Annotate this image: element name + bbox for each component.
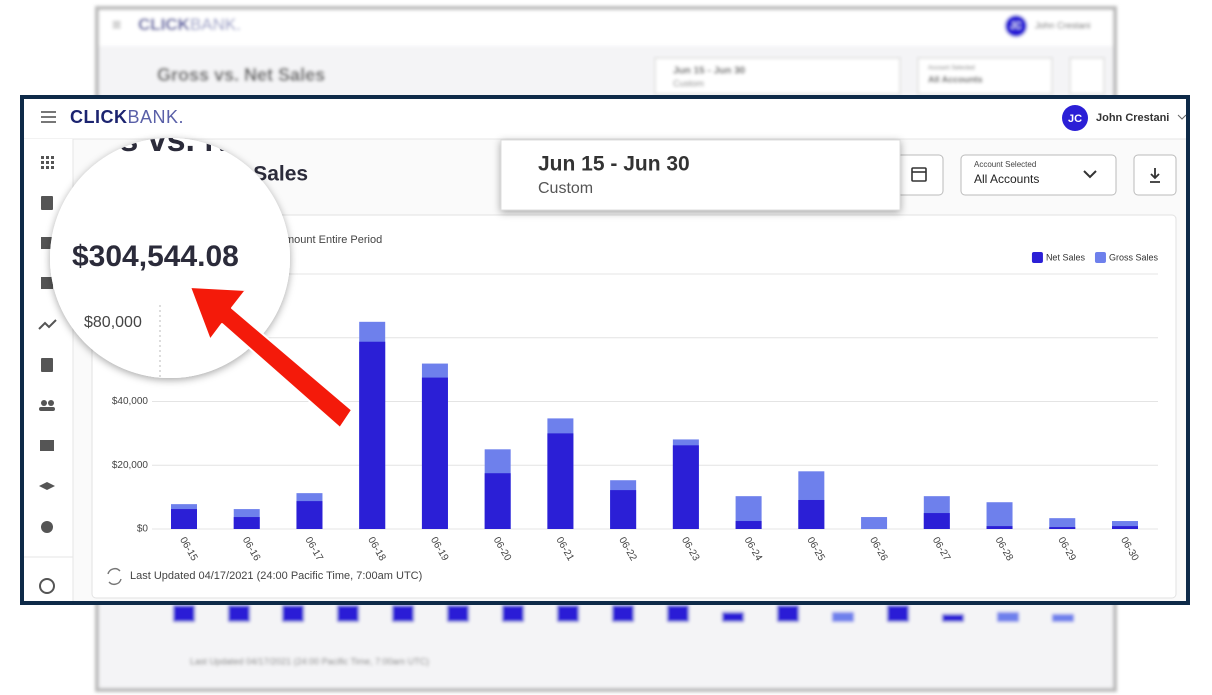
account-value: All Accounts: [974, 172, 1039, 186]
avatar: JC: [1011, 20, 1023, 30]
sidebar-icons[interactable]: [38, 156, 57, 594]
legend-swatch: [1094, 252, 1106, 263]
svg-text:≡: ≡: [112, 17, 121, 34]
logo: CLICK: [70, 107, 128, 127]
bar: [484, 473, 511, 529]
logo: BANK.: [190, 15, 241, 34]
legend-swatch: [1031, 252, 1043, 263]
bar: [986, 526, 1013, 529]
user-name[interactable]: John Crestani: [1096, 112, 1169, 124]
date-preset: Custom: [538, 180, 593, 197]
date-popup: [500, 139, 901, 211]
bar: [171, 509, 197, 529]
bar: [233, 517, 260, 529]
last-updated: Last Updated 04/17/2021 (24:00 Pacific T…: [190, 656, 429, 666]
bar: [735, 521, 762, 529]
bar: [798, 499, 825, 529]
account-label: Account Selected: [928, 66, 975, 72]
date-preset: Custom: [673, 78, 704, 88]
avatar[interactable]: [1062, 105, 1088, 131]
bar: [547, 433, 574, 529]
magnified-tick-label: $80,000: [84, 314, 142, 331]
bar: [610, 490, 637, 529]
bar: [1049, 518, 1076, 529]
account-dropdown[interactable]: [960, 154, 1117, 196]
y-tick-label: $40,000: [112, 396, 149, 407]
period-caption: mount Entire Period: [285, 234, 382, 246]
svg-text:CLICKBANK.: CLICKBANK.: [138, 15, 241, 34]
date-range: Jun 15 - Jun 30: [538, 153, 690, 176]
bar: [1049, 527, 1076, 529]
legend-label: Gross Sales: [1109, 252, 1159, 262]
svg-text:CLICKBANK.: CLICKBANK.: [70, 107, 184, 127]
menu-icon[interactable]: [41, 111, 56, 123]
period-total: $304,544.08: [72, 240, 239, 273]
legend-label: Net Sales: [1046, 252, 1086, 262]
chevron: [1177, 114, 1187, 120]
user-name: John Crestani: [1035, 20, 1091, 30]
logo: BANK.: [128, 107, 185, 127]
bar: [296, 501, 323, 529]
arrow: [189, 286, 353, 429]
bar: [359, 341, 386, 529]
calendar-button[interactable]: [896, 154, 944, 196]
plot: $0$20,000$40,000$60,000$80,00006-1506-16…: [112, 252, 1159, 563]
bar: [1112, 521, 1138, 529]
y-tick-label: $0: [137, 524, 149, 535]
avatar-initials: JC: [1068, 113, 1082, 125]
y-tick-label: $20,000: [112, 460, 149, 471]
bar: [923, 513, 950, 529]
logo: CLICK: [138, 15, 191, 34]
title: Gross vs. Net Sales: [157, 65, 325, 85]
bar: [861, 517, 888, 529]
bar: [1112, 526, 1138, 529]
account-label: Account Selected: [974, 160, 1036, 169]
date-range: Jun 15 - Jun 30: [673, 66, 746, 77]
bar: [672, 445, 699, 529]
main-window: CLICKBANK. JC John Crestani Gross vs. Ne…: [20, 95, 1190, 605]
bar: [421, 377, 448, 529]
bar: [986, 502, 1013, 529]
account-value: All Accounts: [928, 74, 983, 84]
last-updated: Last Updated 04/17/2021 (24:00 Pacific T…: [130, 570, 422, 582]
